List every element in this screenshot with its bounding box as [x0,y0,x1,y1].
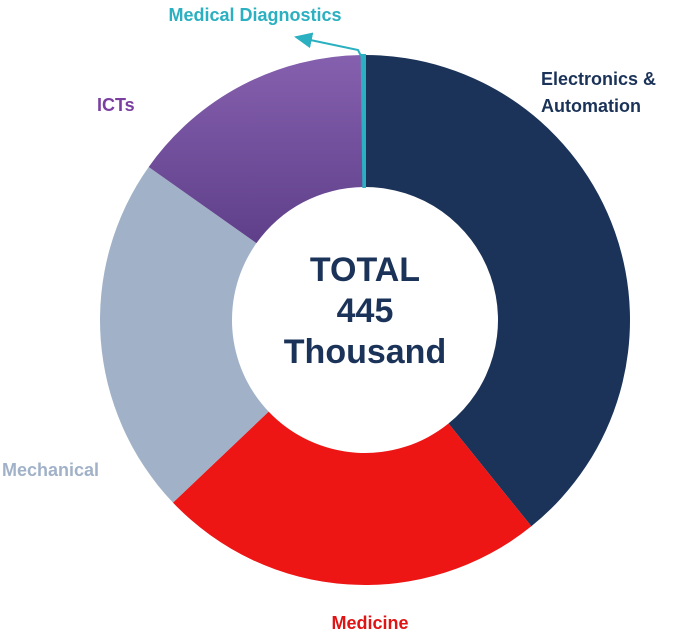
slice-label: ICTs [97,95,135,115]
center-line: Thousand [283,333,447,371]
slice-label: Mechanical [2,460,100,480]
center-line: TOTAL [309,251,421,289]
donut-slice [100,166,269,503]
slice-label: Medicine [331,613,409,633]
slice-label: Medical Diagnostics [168,5,342,25]
center-label: TOTAL 445 Thousand [265,250,465,373]
slice-label: Electronics & Automation [541,69,657,116]
leader-arrow [294,32,362,57]
center-line: 445 [336,292,394,330]
donut-slice [172,411,532,585]
donut-slice [148,55,364,244]
donut-slice [365,55,630,527]
donut-slice [360,53,366,189]
